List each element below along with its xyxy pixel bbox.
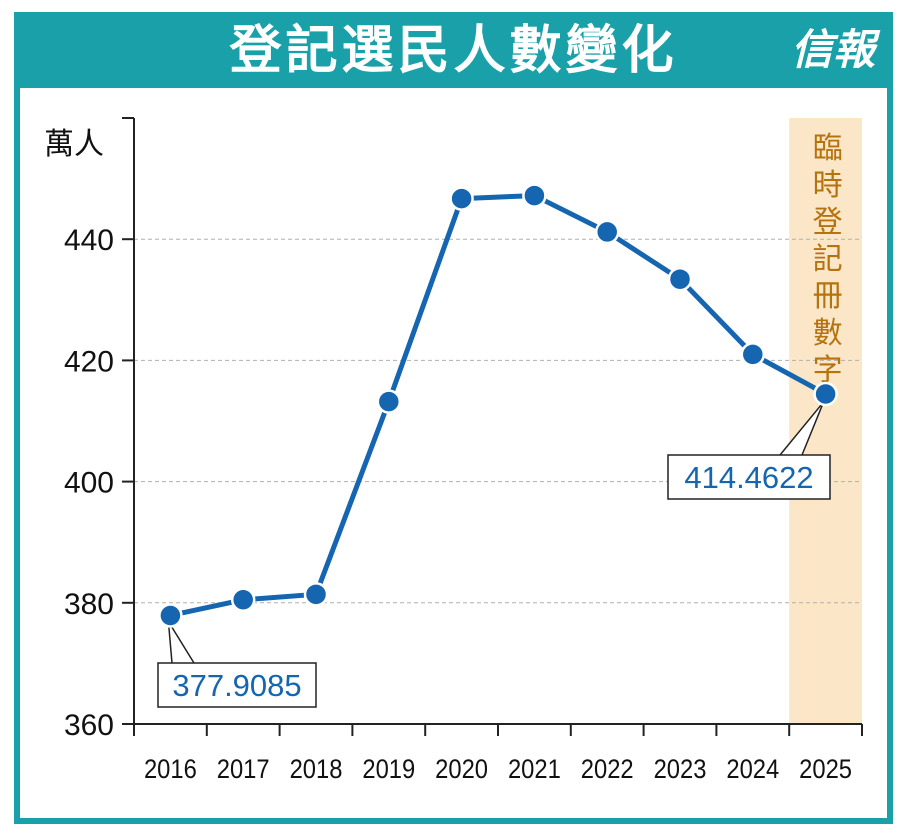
x-tick-label-2019: 2019 [362, 755, 415, 785]
y-axis-label: 萬人 [44, 127, 104, 162]
title-bar: 登記選民人數變化 信報 [14, 12, 893, 88]
y-tick-label-400: 400 [64, 467, 114, 500]
highlight-label-char: 冊 [813, 279, 843, 314]
highlight-label-char: 時 [813, 168, 843, 203]
y-tick-label-440: 440 [64, 224, 114, 257]
highlight-label-char: 數 [813, 316, 843, 351]
x-tick-label-2024: 2024 [726, 755, 779, 785]
annotation-leader-2016 [167, 621, 195, 664]
data-point-2016 [158, 603, 183, 628]
x-tick-label-2020: 2020 [435, 755, 488, 785]
y-tick-label-380: 380 [64, 588, 114, 621]
x-tick-label-2018: 2018 [290, 755, 343, 785]
annotation-box-2016 [157, 662, 317, 708]
publisher-logo: 信報 [790, 25, 875, 74]
highlight-label-char: 記 [813, 242, 843, 277]
series-line [169, 193, 827, 618]
y-tick-label-420: 420 [64, 345, 114, 378]
data-point-2024 [740, 342, 766, 367]
highlight-label-char: 臨 [813, 131, 843, 166]
x-tick-label-2025: 2025 [799, 755, 852, 785]
data-point-2021 [522, 183, 547, 208]
x-tick-label-2023: 2023 [654, 755, 707, 785]
x-tick-label-2017: 2017 [217, 755, 270, 785]
chart-title: 登記選民人數變化 [229, 21, 678, 81]
data-label-2025: 414.4622 [684, 460, 813, 495]
highlight-band [789, 118, 862, 724]
data-point-2017 [230, 587, 256, 613]
data-point-2025 [813, 381, 838, 407]
data-point-2020 [449, 186, 474, 211]
data-point-2022 [594, 219, 620, 245]
highlight-label-char: 登 [813, 205, 843, 240]
x-tick-label-2016: 2016 [144, 755, 197, 785]
data-point-2019 [376, 389, 402, 414]
data-point-2023 [667, 266, 693, 292]
x-tick-label-2022: 2022 [581, 755, 634, 785]
x-tick-label-2021: 2021 [508, 755, 561, 785]
data-point-2018 [303, 582, 329, 607]
y-tick-label-360: 360 [64, 709, 114, 742]
data-label-2016: 377.9085 [172, 668, 301, 703]
annotation-box-2025 [667, 454, 831, 500]
